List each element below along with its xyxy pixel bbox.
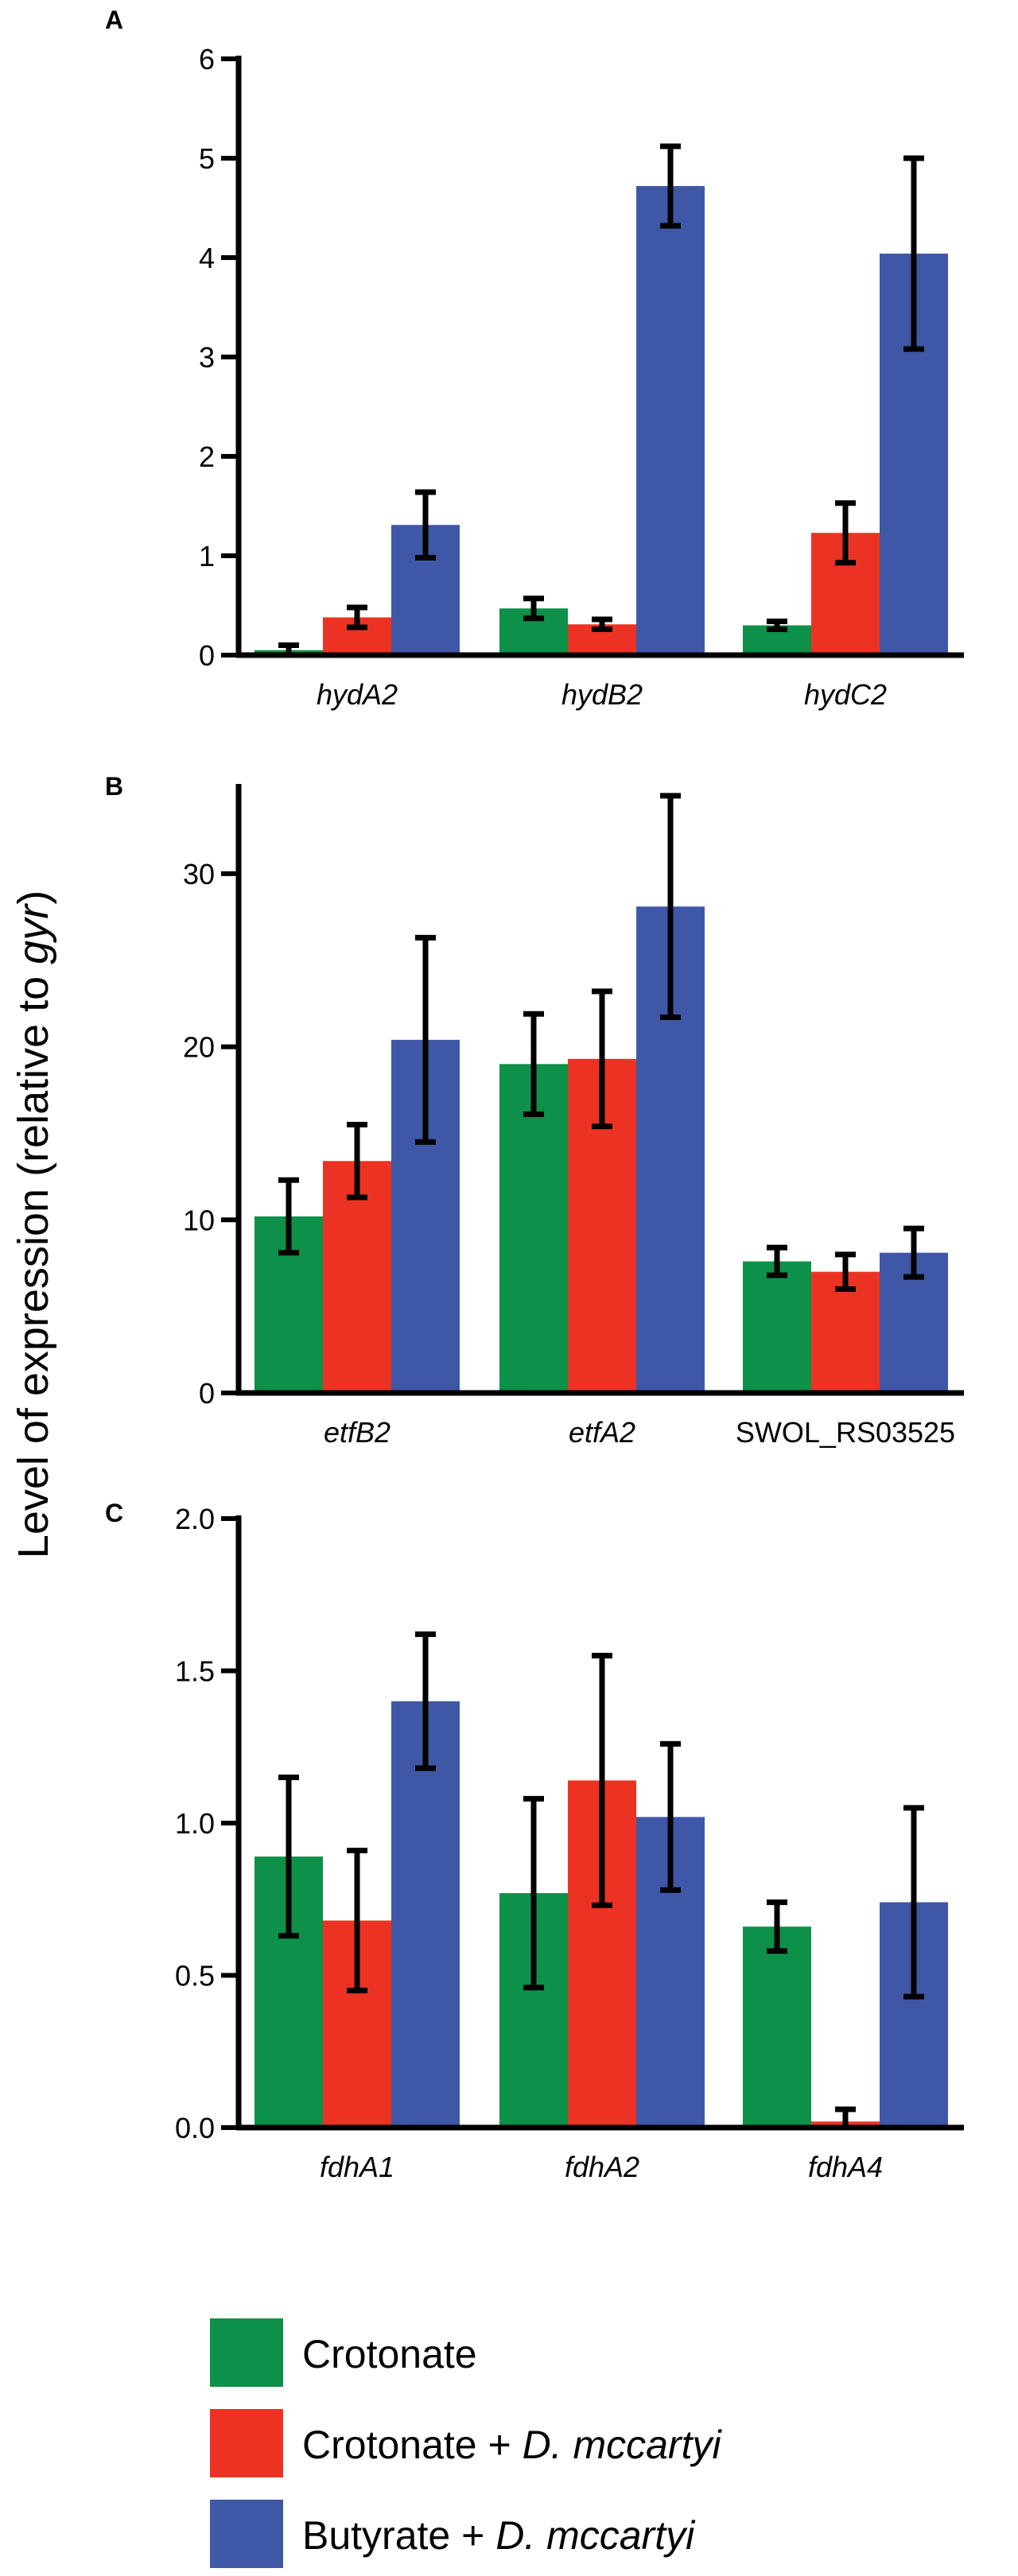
error-bar-c-fdha2-butyrate-dmccartyi — [660, 1740, 681, 1893]
bar-a-hydb2-butyrate-dmccartyi — [636, 186, 705, 655]
category-label-a-hyda2: hydA2 — [317, 678, 398, 711]
error-bar-c-fdha1-butyrate-dmccartyi — [415, 1631, 436, 1771]
y-tick-label-c-4: 2.0 — [175, 1503, 215, 1535]
y-tick-label-a-2: 2 — [199, 440, 215, 473]
y-tick-label-c-2: 1.0 — [175, 1807, 215, 1840]
panel-label-a: A — [105, 6, 123, 34]
y-tick-label-a-5: 5 — [199, 142, 215, 175]
legend-label-butyrate-dmccartyi-plain: Butyrate + — [302, 2513, 495, 2558]
bar-b-swol-rs03525-crotonate — [743, 1261, 811, 1393]
error-bar-b-etfa2-crotonate — [523, 1011, 544, 1117]
category-label-b-etfb2: etfB2 — [324, 1416, 390, 1449]
error-bar-b-etfb2-crotonate-dmccartyi — [347, 1122, 367, 1201]
error-bar-c-fdha4-butyrate-dmccartyi — [903, 1805, 924, 2000]
panel-b: B 0 10 20 30 etfB2 etfA2 SWOL_RS03525 — [105, 772, 964, 1449]
legend-label-crotonate-dmccartyi-plain: Crotonate + — [302, 2423, 523, 2467]
legend-label-butyrate-dmccartyi: Butyrate + D. mccartyi — [302, 2513, 696, 2558]
y-tick-label-a-1: 1 — [199, 540, 215, 572]
y-axis-label-prefix: Level of expression (relative to — [10, 964, 57, 1558]
error-bar-b-etfb2-crotonate — [278, 1177, 299, 1256]
y-tick-label-b-1: 10 — [183, 1204, 215, 1236]
panel-label-b: B — [105, 772, 123, 801]
category-label-b-etfa2: etfA2 — [569, 1416, 635, 1449]
category-label-a-hydc2: hydC2 — [804, 678, 887, 711]
y-tick-label-b-0: 0 — [199, 1377, 215, 1410]
error-bar-c-fdha4-crotonate — [767, 1899, 787, 1954]
legend-label-crotonate-plain: Crotonate — [302, 2332, 477, 2376]
error-bar-a-hydc2-crotonate — [767, 619, 787, 632]
bar-b-swol-rs03525-crotonate-dmccartyi — [811, 1271, 880, 1393]
category-label-c-fdha4: fdhA4 — [808, 2151, 883, 2183]
y-tick-label-a-4: 4 — [199, 242, 215, 274]
y-tick-label-c-3: 1.5 — [175, 1655, 215, 1688]
legend-label-crotonate: Crotonate — [302, 2332, 477, 2376]
legend-label-crotonate-dmccartyi-italic: D. mccartyi — [523, 2423, 723, 2467]
error-bar-a-hydb2-butyrate-dmccartyi — [660, 143, 681, 229]
error-bar-a-hydc2-crotonate-dmccartyi — [835, 500, 856, 566]
error-bar-a-hydb2-crotonate-dmccartyi — [592, 616, 612, 632]
error-bar-b-swol-rs03525-crotonate-dmccartyi — [835, 1251, 856, 1292]
y-tick-label-a-0: 0 — [199, 639, 215, 672]
y-tick-label-b-3: 30 — [183, 858, 215, 890]
error-bar-a-hyda2-crotonate-dmccartyi — [347, 604, 367, 630]
error-bar-c-fdha2-crotonate — [523, 1795, 544, 1991]
category-label-b-swol-rs03525: SWOL_RS03525 — [736, 1416, 955, 1449]
y-axis-label-italic: gyr — [10, 903, 57, 964]
y-tick-label-c-1: 0.5 — [175, 1960, 215, 1992]
error-bar-b-etfa2-crotonate-dmccartyi — [592, 988, 612, 1130]
bar-b-etfa2-crotonate — [499, 1064, 568, 1393]
category-label-c-fdha1: fdhA1 — [320, 2151, 394, 2183]
error-bar-a-hydb2-crotonate — [523, 596, 544, 622]
bar-c-fdha1-butyrate-dmccartyi — [391, 1701, 460, 2128]
error-bar-c-fdha1-crotonate-dmccartyi — [347, 1847, 367, 1994]
y-axis-label: Level of expression (relative to gyr) — [10, 890, 57, 1558]
panel-label-c: C — [105, 1499, 123, 1527]
legend-swatch-butyrate-dmccartyi — [210, 2500, 283, 2568]
legend-label-butyrate-dmccartyi-italic: D. mccartyi — [495, 2513, 696, 2558]
panel-c: C 0.0 0.5 1.0 1.5 2.0 fdhA1 fdhA2 fdhA4 — [105, 1499, 964, 2183]
error-bar-b-swol-rs03525-crotonate — [767, 1244, 787, 1278]
y-tick-label-a-3: 3 — [199, 341, 215, 374]
legend-swatch-crotonate — [210, 2318, 283, 2387]
y-axis-label-suffix: ) — [10, 890, 57, 905]
error-bar-b-swol-rs03525-butyrate-dmccartyi — [903, 1225, 924, 1280]
error-bar-a-hyda2-butyrate-dmccartyi — [415, 489, 436, 561]
y-tick-label-c-0: 0.0 — [175, 2112, 215, 2144]
legend-label-crotonate-dmccartyi: Crotonate + D. mccartyi — [302, 2423, 722, 2467]
error-bar-c-fdha2-crotonate-dmccartyi — [592, 1652, 612, 1908]
y-tick-label-a-6: 6 — [199, 43, 215, 76]
category-label-c-fdha2: fdhA2 — [565, 2151, 639, 2183]
error-bar-b-etfb2-butyrate-dmccartyi — [415, 934, 436, 1145]
bar-c-fdha4-crotonate — [743, 1926, 811, 2128]
category-label-a-hydb2: hydB2 — [561, 678, 643, 711]
legend-swatch-crotonate-dmccartyi — [210, 2409, 283, 2477]
error-bar-a-hydc2-butyrate-dmccartyi — [903, 155, 924, 352]
error-bar-b-etfa2-butyrate-dmccartyi — [660, 793, 681, 1021]
panel-a: A 0 1 2 3 4 5 6 hydA2 hydB2 hydC2 — [105, 6, 964, 711]
error-bar-c-fdha1-crotonate — [278, 1775, 299, 1939]
y-tick-label-b-2: 20 — [183, 1031, 215, 1064]
legend: Crotonate Crotonate + D. mccartyi Butyra… — [210, 2318, 722, 2568]
